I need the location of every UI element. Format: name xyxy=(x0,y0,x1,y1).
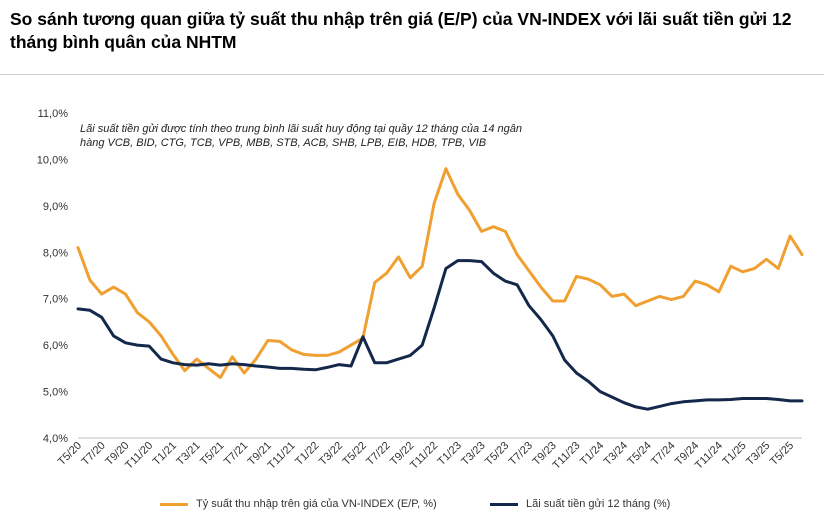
x-tick-label: T1/24 xyxy=(578,440,606,468)
x-tick-label: T11/23 xyxy=(550,440,582,472)
x-tick-label: T3/23 xyxy=(459,440,487,468)
legend-label-ep: Tỷ suất thu nhập trên giá của VN-INDEX (… xyxy=(196,498,437,510)
x-tick-label: T1/25 xyxy=(720,440,748,468)
x-tick-label: T1/23 xyxy=(436,440,464,468)
page-title: So sánh tương quan giữa tỷ suất thu nhập… xyxy=(10,9,792,52)
x-tick-label: T3/24 xyxy=(602,440,630,468)
y-tick-label: 11,0% xyxy=(38,108,69,120)
chart-annotation-line-1: Lãi suất tiền gửi được tính theo trung b… xyxy=(80,123,522,135)
series-line-ep xyxy=(76,167,804,380)
x-tick-label: T3/22 xyxy=(317,440,345,468)
chart-annotation-line-2: hàng VCB, BID, CTG, TCB, VPB, MBB, STB, … xyxy=(80,137,486,149)
legend-swatch-deposit-rate xyxy=(490,502,518,506)
legend-swatch-ep xyxy=(160,502,188,506)
x-tick-label: T11/24 xyxy=(693,440,725,472)
x-tick-label: T5/23 xyxy=(483,440,511,468)
x-tick-label: T11/21 xyxy=(266,440,298,472)
x-tick-label: T5/24 xyxy=(625,440,653,468)
y-tick-label: 10,0% xyxy=(37,154,68,166)
title-divider xyxy=(0,74,824,75)
x-tick-label: T1/21 xyxy=(151,440,179,468)
y-axis: 4,0% 5,0% 6,0% 7,0% 8,0% 9,0% 10,0% 11,0% xyxy=(37,108,68,445)
x-tick-label: T5/25 xyxy=(768,440,796,468)
x-tick-label: T7/23 xyxy=(507,440,535,468)
x-axis: T5/20T7/20T9/20T11/20T1/21T3/21T5/21T7/2… xyxy=(56,437,802,472)
y-tick-label: 8,0% xyxy=(43,247,68,259)
legend-label-deposit-rate: Lãi suất tiền gửi 12 tháng (%) xyxy=(526,498,671,510)
series-group xyxy=(76,167,804,411)
x-tick-label: T7/22 xyxy=(364,440,392,468)
x-tick-label: T3/21 xyxy=(174,440,202,468)
y-tick-label: 7,0% xyxy=(43,294,68,306)
x-tick-label: T7/20 xyxy=(79,440,107,468)
x-tick-label: T11/20 xyxy=(123,440,155,472)
x-tick-label: T7/24 xyxy=(649,440,677,468)
x-tick-label: T11/22 xyxy=(408,440,440,472)
legend-item-deposit-rate: Lãi suất tiền gửi 12 tháng (%) xyxy=(490,498,670,510)
legend-item-ep: Tỷ suất thu nhập trên giá của VN-INDEX (… xyxy=(160,498,437,510)
x-tick-label: T1/22 xyxy=(293,440,321,468)
y-tick-label: 5,0% xyxy=(43,387,68,399)
y-tick-label: 4,0% xyxy=(43,433,68,445)
y-tick-label: 6,0% xyxy=(43,340,68,352)
x-tick-label: T7/21 xyxy=(222,440,250,468)
y-tick-label: 9,0% xyxy=(43,201,68,213)
legend: Tỷ suất thu nhập trên giá của VN-INDEX (… xyxy=(0,498,824,516)
x-tick-label: T5/21 xyxy=(198,440,226,468)
x-tick-label: T5/22 xyxy=(341,440,369,468)
series-line-deposit-rate xyxy=(76,259,804,411)
x-tick-label: T3/25 xyxy=(744,440,772,468)
